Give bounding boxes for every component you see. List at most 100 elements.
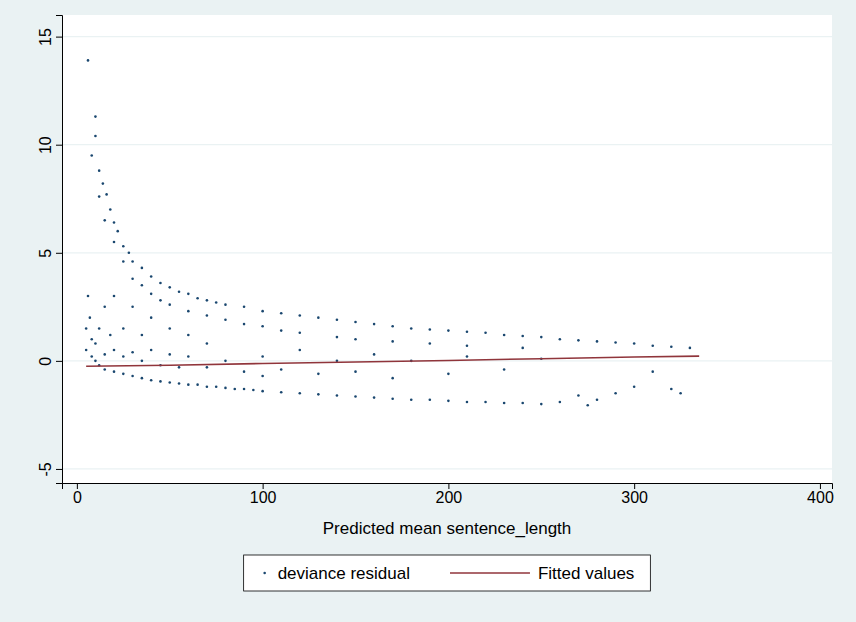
point xyxy=(122,260,125,263)
plot-area xyxy=(62,15,832,483)
point xyxy=(280,329,283,332)
legend-label: deviance residual xyxy=(278,564,410,583)
point xyxy=(206,314,209,317)
point xyxy=(150,275,153,278)
point xyxy=(280,368,283,371)
x-tick-label: 0 xyxy=(73,489,82,506)
point xyxy=(215,301,218,304)
point xyxy=(391,397,394,400)
point xyxy=(373,396,376,399)
point xyxy=(87,295,90,298)
point xyxy=(122,245,125,248)
grid-line xyxy=(62,252,832,253)
y-tick-label: 0 xyxy=(37,357,54,366)
x-tick: 0 xyxy=(73,483,82,506)
x-tick-mark xyxy=(634,483,635,489)
legend-item: Fitted values xyxy=(450,564,634,583)
point xyxy=(131,375,134,378)
point xyxy=(131,260,134,263)
legend-item: deviance residual xyxy=(263,564,410,583)
x-axis: 0100200300400 xyxy=(63,483,834,506)
point xyxy=(178,366,181,369)
point xyxy=(90,355,93,358)
point xyxy=(651,370,654,373)
scatter-series xyxy=(85,59,691,406)
x-tick-label: 100 xyxy=(250,489,277,506)
point xyxy=(98,195,101,198)
point xyxy=(90,338,93,341)
point xyxy=(298,349,301,352)
point xyxy=(466,344,469,347)
point xyxy=(410,398,413,401)
y-tick: 10 xyxy=(37,136,62,154)
point xyxy=(429,398,432,401)
x-tick-label: 300 xyxy=(621,489,648,506)
point xyxy=(141,284,144,287)
x-tick-mark xyxy=(77,483,78,489)
point xyxy=(614,341,617,344)
point xyxy=(354,370,357,373)
point xyxy=(484,401,487,404)
x-tick-label: 200 xyxy=(436,489,463,506)
y-tick-label: 10 xyxy=(37,136,54,154)
point xyxy=(94,360,97,363)
y-tick-mark xyxy=(56,253,62,254)
point xyxy=(336,394,339,397)
point xyxy=(373,353,376,356)
point xyxy=(168,353,171,356)
point xyxy=(243,388,246,391)
point xyxy=(131,306,134,309)
point xyxy=(261,390,264,393)
point xyxy=(150,349,153,352)
point xyxy=(131,277,134,280)
point xyxy=(150,293,153,296)
point xyxy=(243,323,246,326)
point xyxy=(113,221,116,224)
point xyxy=(596,398,599,401)
point xyxy=(87,59,90,62)
chart: 0100200300400-5051015Predicted mean sent… xyxy=(0,0,856,622)
point xyxy=(224,360,227,363)
point xyxy=(103,306,106,309)
point xyxy=(336,336,339,339)
point xyxy=(224,303,227,306)
y-tick: 15 xyxy=(37,28,62,46)
point xyxy=(586,404,589,407)
point xyxy=(373,323,376,326)
legend-symbol xyxy=(263,572,266,575)
point xyxy=(94,342,97,345)
point xyxy=(466,330,469,333)
point xyxy=(614,392,617,395)
point xyxy=(298,331,301,334)
point xyxy=(298,314,301,317)
point xyxy=(633,342,636,345)
point xyxy=(206,342,209,345)
point xyxy=(354,395,357,398)
point xyxy=(168,303,171,306)
y-axis: -5051015 xyxy=(37,16,63,484)
point xyxy=(150,379,153,382)
point xyxy=(391,377,394,380)
y-grid xyxy=(62,37,832,469)
point xyxy=(233,388,236,391)
point xyxy=(503,402,506,405)
point xyxy=(103,368,106,371)
point xyxy=(670,388,673,391)
x-tick: 300 xyxy=(621,483,648,506)
x-tick: 200 xyxy=(436,483,463,506)
grid-line xyxy=(62,36,832,37)
point xyxy=(261,310,264,313)
x-axis-title: Predicted mean sentence_length xyxy=(323,519,572,538)
y-tick: 0 xyxy=(37,357,62,366)
point xyxy=(150,316,153,319)
point xyxy=(280,312,283,315)
point xyxy=(187,334,190,337)
point xyxy=(298,392,301,395)
y-tick: -5 xyxy=(37,462,62,476)
point xyxy=(105,193,108,196)
point xyxy=(224,318,227,321)
point xyxy=(141,334,144,337)
point xyxy=(94,135,97,138)
x-tick-mark xyxy=(448,483,449,489)
point xyxy=(466,401,469,404)
